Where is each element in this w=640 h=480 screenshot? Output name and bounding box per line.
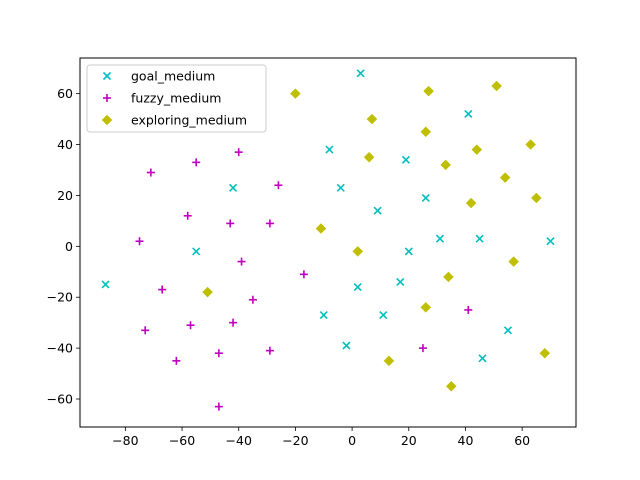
goal_medium-point-10 bbox=[435, 234, 445, 243]
x-tick-label: 20 bbox=[401, 433, 417, 448]
y-tick-label: −40 bbox=[47, 341, 73, 356]
goal_medium-point-15 bbox=[396, 277, 405, 287]
x-tick-label: 0 bbox=[348, 433, 356, 448]
fuzzy_medium-point-16 bbox=[214, 349, 223, 358]
goal_medium-point-7 bbox=[373, 206, 382, 215]
legend-label-fuzzy_medium: fuzzy_medium bbox=[131, 91, 221, 106]
exploring_medium-point-6 bbox=[471, 144, 483, 155]
goal_medium-point-1 bbox=[464, 109, 473, 119]
goal_medium-point-11 bbox=[475, 234, 484, 243]
exploring_medium-point-1 bbox=[423, 85, 434, 97]
goal_medium-point-9 bbox=[404, 247, 413, 256]
fuzzy_medium-point-19 bbox=[464, 305, 473, 314]
goal_medium-point-8 bbox=[192, 247, 201, 256]
exploring_medium-point-14 bbox=[508, 256, 519, 267]
fuzzy_medium-point-13 bbox=[186, 321, 195, 330]
exploring_medium-point-2 bbox=[491, 80, 502, 92]
fuzzy_medium-point-7 bbox=[135, 237, 144, 246]
fuzzy_medium-point-5 bbox=[226, 219, 235, 228]
y-tick-label: 20 bbox=[57, 188, 73, 203]
exploring_medium-point-5 bbox=[525, 139, 537, 150]
fuzzy_medium-point-2 bbox=[146, 168, 155, 177]
exploring_medium-point-15 bbox=[443, 271, 454, 283]
goal_medium-point-12 bbox=[546, 237, 555, 246]
x-tick-label: −20 bbox=[282, 433, 308, 448]
goal_medium-point-20 bbox=[478, 354, 487, 363]
fuzzy_medium-point-6 bbox=[265, 219, 274, 228]
fuzzy_medium-point-4 bbox=[183, 211, 192, 220]
fuzzy_medium-point-17 bbox=[172, 356, 181, 365]
x-tick-label: −80 bbox=[112, 433, 138, 448]
fuzzy_medium-point-15 bbox=[265, 346, 274, 355]
exploring_medium-point-4 bbox=[420, 126, 432, 138]
exploring_medium-point-3 bbox=[366, 113, 378, 125]
y-tick-label: −60 bbox=[47, 392, 73, 407]
goal_medium-point-3 bbox=[401, 155, 411, 164]
x-tick-label: −40 bbox=[226, 433, 252, 448]
y-axis: −60 −40 −20 0 20 40 60 bbox=[47, 86, 80, 407]
goal_medium-point-17 bbox=[379, 310, 388, 320]
exploring_medium-point-20 bbox=[445, 380, 457, 392]
exploring_medium-point-18 bbox=[383, 355, 395, 367]
fuzzy_medium-point-9 bbox=[299, 270, 308, 279]
exploring_medium-point-7 bbox=[363, 151, 375, 163]
exploring_medium-point-8 bbox=[440, 159, 451, 171]
x-tick-label: 40 bbox=[458, 433, 474, 448]
legend-box bbox=[86, 64, 267, 133]
fuzzy_medium-point-20 bbox=[418, 344, 427, 353]
goal_medium-point-19 bbox=[342, 341, 351, 350]
exploring_medium-point-17 bbox=[420, 302, 432, 313]
fuzzy_medium-point-14 bbox=[229, 318, 238, 327]
exploring_medium-point-0 bbox=[290, 88, 301, 99]
y-tick-label: 40 bbox=[57, 137, 73, 152]
y-tick-label: 60 bbox=[57, 86, 73, 101]
exploring_medium-point-13 bbox=[352, 246, 364, 257]
goal_medium-point-4 bbox=[228, 183, 238, 192]
fuzzy_medium-point-18 bbox=[214, 402, 223, 411]
fuzzy_medium-point-8 bbox=[237, 257, 246, 266]
fuzzy_medium-point-0 bbox=[192, 158, 201, 167]
goal_medium-point-18 bbox=[503, 326, 513, 335]
x-tick-label: −60 bbox=[169, 433, 195, 448]
exploring_medium-point-19 bbox=[539, 347, 551, 359]
exploring_medium-point-16 bbox=[202, 286, 213, 298]
legend: goal_medium fuzzy_medium exploring_medium bbox=[86, 64, 267, 133]
legend-label-goal_medium: goal_medium bbox=[131, 69, 215, 84]
legend-marker-fuzzy_medium bbox=[103, 94, 111, 102]
exploring_medium-point-12 bbox=[315, 223, 327, 234]
goal_medium-point-6 bbox=[421, 193, 430, 203]
exploring_medium-point-9 bbox=[499, 172, 511, 183]
data-marks bbox=[101, 69, 555, 411]
y-tick-label: −20 bbox=[47, 290, 73, 305]
x-tick-label: 60 bbox=[514, 433, 530, 448]
exploring_medium-point-11 bbox=[465, 197, 477, 209]
goal_medium-point-13 bbox=[101, 280, 110, 289]
goal_medium-point-16 bbox=[319, 310, 328, 320]
fuzzy_medium-point-1 bbox=[234, 148, 243, 157]
goal_medium-point-2 bbox=[325, 145, 334, 154]
goal_medium-point-5 bbox=[336, 183, 345, 192]
fuzzy_medium-point-12 bbox=[141, 326, 150, 335]
exploring_medium-point-10 bbox=[530, 192, 542, 204]
y-tick-label: 0 bbox=[65, 239, 73, 254]
fuzzy_medium-point-3 bbox=[274, 181, 283, 190]
legend-marker-goal_medium bbox=[102, 71, 112, 81]
fuzzy_medium-point-10 bbox=[158, 285, 167, 294]
x-axis: −80 −60 −40 −20 0 20 40 60 bbox=[112, 427, 530, 448]
fuzzy_medium-point-11 bbox=[248, 295, 257, 304]
goal_medium-point-14 bbox=[353, 282, 362, 292]
goal_medium-point-0 bbox=[356, 69, 365, 78]
legend-label-exploring_medium: exploring_medium bbox=[131, 113, 247, 128]
legend-marker-exploring_medium bbox=[101, 114, 113, 126]
